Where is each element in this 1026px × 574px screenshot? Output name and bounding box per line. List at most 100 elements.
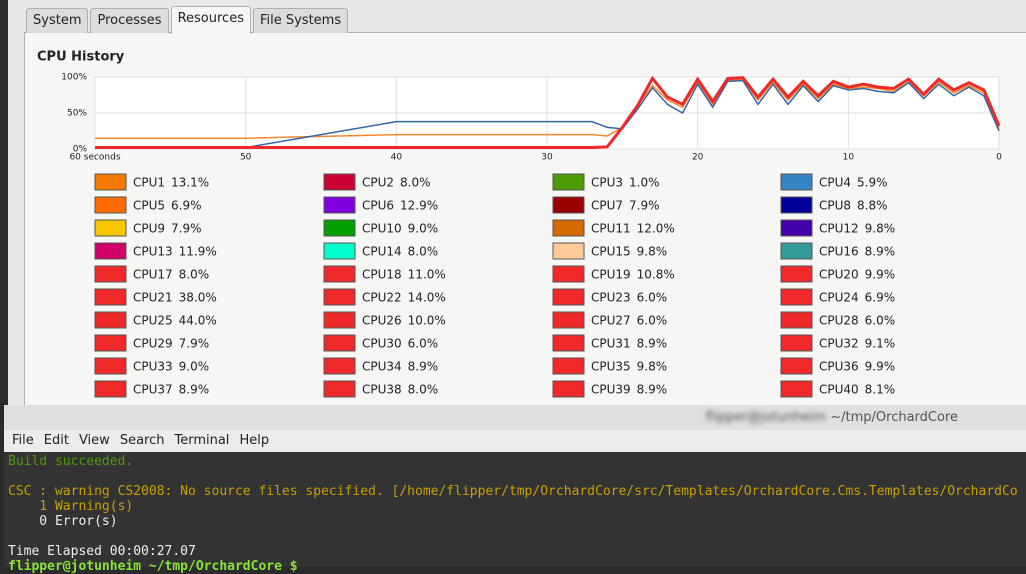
legend-swatch: [323, 196, 356, 214]
cpu-name: CPU21: [133, 291, 173, 305]
cpu-value: 7.9%: [629, 199, 660, 213]
cpu-name: CPU15: [591, 245, 631, 259]
chart-title: CPU History: [37, 50, 125, 65]
blank-line: [4, 469, 1026, 484]
cpu-value: 6.9%: [171, 199, 202, 213]
cpu-name: CPU24: [819, 291, 859, 305]
terminal-titlebar: flipper@jotunheim ~/tmp/OrchardCore: [4, 405, 1026, 430]
legend-swatch: [552, 242, 585, 260]
cpu-name: CPU37: [133, 383, 173, 397]
x-tick-label: 20: [692, 153, 704, 163]
cpu-name: CPU16: [819, 245, 859, 259]
tab[interactable]: File Systems: [252, 8, 349, 33]
cpu-value: 12.0%: [637, 222, 675, 236]
terminal-user: flipper@jotunheim: [705, 410, 827, 425]
x-tick-label: 60 seconds: [69, 153, 120, 163]
legend-swatch: [780, 334, 813, 352]
tab[interactable]: System: [26, 8, 89, 33]
cpu-value: 9.9%: [865, 268, 896, 282]
cpu-name: CPU14: [362, 245, 402, 259]
menu-item[interactable]: Terminal: [174, 433, 230, 448]
cpu-name: CPU20: [819, 268, 859, 282]
terminal: flipper@jotunheim ~/tmp/OrchardCore File…: [4, 405, 1026, 574]
cpu-value: 38.0%: [179, 291, 217, 305]
cpu-name: CPU33: [133, 360, 173, 374]
menu-item[interactable]: Search: [119, 433, 165, 448]
y-tick-label: 0%: [73, 145, 88, 155]
cpu-value: 8.1%: [865, 383, 896, 397]
cpu-name: CPU3: [591, 176, 623, 190]
legend-swatch: [780, 196, 813, 214]
cpu-name: CPU12: [819, 222, 859, 236]
legend-swatch: [780, 380, 813, 398]
tab[interactable]: Resources: [170, 6, 251, 34]
cpu-name: CPU36: [819, 360, 859, 374]
cpu-value: 10.0%: [408, 314, 446, 328]
legend-swatch: [94, 196, 127, 214]
x-tick-label: 40: [391, 153, 403, 163]
legend-swatch: [780, 219, 813, 237]
legend-swatch: [94, 288, 127, 306]
legend-swatch: [94, 334, 127, 352]
cpu-value: 6.0%: [637, 291, 668, 305]
legend-swatch: [323, 219, 356, 237]
legend-swatch: [94, 380, 127, 398]
cpu-value: 12.9%: [400, 199, 438, 213]
cpu-name: CPU31: [591, 337, 631, 351]
x-tick-label: 50: [240, 153, 252, 163]
cpu-value: 9.0%: [408, 222, 439, 236]
cpu-value: 8.9%: [637, 337, 668, 351]
cpu-name: CPU28: [819, 314, 859, 328]
cpu-value: 8.9%: [408, 360, 439, 374]
terminal-line: Time Elapsed 00:00:27.07: [8, 544, 196, 559]
cpu-name: CPU5: [133, 199, 165, 213]
menu-item[interactable]: File: [12, 433, 34, 448]
cpu-name: CPU9: [133, 222, 165, 236]
legend-swatch: [323, 334, 356, 352]
cpu-name: CPU22: [362, 291, 402, 305]
cpu-value: 8.9%: [637, 383, 668, 397]
cpu-value: 11.0%: [408, 268, 446, 282]
legend-swatch: [94, 311, 127, 329]
cpu-value: 6.0%: [865, 314, 896, 328]
menu-item[interactable]: Help: [239, 433, 270, 448]
cpu-name: CPU30: [362, 337, 402, 351]
cpu-line: [95, 79, 1000, 149]
legend-swatch: [552, 219, 585, 237]
terminal-line: 1 Warning(s): [8, 499, 134, 514]
cpu-value: 6.0%: [637, 314, 668, 328]
legend-swatch: [323, 380, 356, 398]
cpu-name: CPU1: [133, 176, 165, 190]
menu-item[interactable]: View: [78, 433, 110, 448]
menu-item[interactable]: Edit: [43, 433, 69, 448]
terminal-output: Build succeeded. CSC : warning CS2008: No…: [4, 452, 1026, 574]
cpu-value: 8.0%: [400, 176, 431, 190]
cpu-value: 9.1%: [865, 337, 896, 351]
cpu-name: CPU25: [133, 314, 173, 328]
legend-swatch: [780, 311, 813, 329]
cpu-value: 7.9%: [171, 222, 202, 236]
cpu-value: 8.9%: [179, 383, 210, 397]
tab[interactable]: Processes: [90, 8, 169, 33]
cpu-value: 10.8%: [637, 268, 675, 282]
cpu-name: CPU8: [819, 199, 851, 213]
legend-swatch: [552, 334, 585, 352]
legend-swatch: [323, 311, 356, 329]
legend-swatch: [94, 219, 127, 237]
terminal-menu: File Edit View Search Terminal Help: [4, 430, 1026, 452]
legend-swatch: [552, 311, 585, 329]
legend-swatch: [323, 265, 356, 283]
terminal-line: 0 Error(s): [8, 514, 118, 529]
cpu-name: CPU18: [362, 268, 402, 282]
cpu-value: 8.9%: [865, 245, 896, 259]
legend-swatch: [780, 173, 813, 191]
cpu-value: 8.0%: [179, 268, 210, 282]
cpu-name: CPU17: [133, 268, 173, 282]
legend-swatch: [94, 357, 127, 375]
y-tick-label: 100%: [61, 73, 87, 83]
legend-swatch: [552, 196, 585, 214]
cpu-name: CPU32: [819, 337, 859, 351]
legend-swatch: [780, 288, 813, 306]
cpu-name: CPU23: [591, 291, 631, 305]
legend-swatch: [323, 357, 356, 375]
